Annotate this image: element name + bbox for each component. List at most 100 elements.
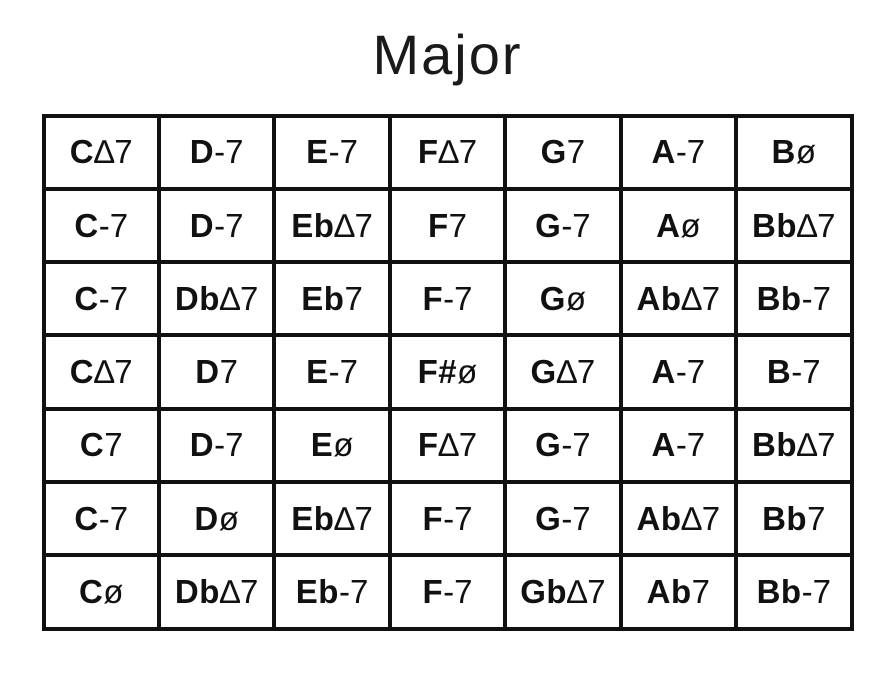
chord-root: A	[651, 353, 676, 391]
chord-cell: E-7	[272, 113, 392, 191]
chord-cell: Bb∆7	[734, 186, 854, 265]
chord-cell: F-7	[387, 260, 508, 338]
chord-suffix: ø	[103, 572, 124, 610]
chord-root: Ab	[646, 572, 692, 610]
chord-root: Bb	[751, 206, 797, 244]
chord-cell: G-7	[503, 479, 623, 558]
chord-cell: Eø	[272, 406, 392, 485]
table-row: C∆7 D-7 E-7 F∆7 G7 A-7 Bø	[41, 113, 854, 191]
chord-root: Eb	[301, 279, 345, 317]
chord-suffix: -7	[338, 572, 369, 610]
chord-suffix: -7	[561, 426, 591, 464]
chord-cell: Cø	[41, 553, 161, 631]
chord-suffix: -7	[443, 279, 473, 317]
chord-cell: C-7	[41, 186, 161, 265]
chord-root: C	[69, 353, 95, 391]
chord-cell: C-7	[41, 260, 161, 338]
chord-suffix: ∆7	[796, 426, 836, 464]
chord-root: Gb	[520, 572, 568, 610]
chord-suffix: ∆7	[94, 353, 133, 391]
chord-root: Ab	[636, 279, 682, 317]
chord-root: F	[422, 279, 444, 317]
chord-root: Ab	[636, 499, 682, 537]
chord-root: G	[539, 279, 566, 317]
chord-cell: Eb7	[272, 260, 392, 338]
chord-root: C	[74, 206, 99, 244]
chord-cell: Db∆7	[156, 260, 277, 338]
chord-cell: B-7	[734, 333, 854, 411]
chord-table-body: C∆7 D-7 E-7 F∆7 G7 A-7 Bø C-7 D-7 Eb∆7 F7 G-7 Aø Bb∆7…	[41, 113, 854, 631]
chord-suffix: ∆7	[796, 206, 836, 244]
chord-suffix: -7	[675, 426, 706, 464]
chord-suffix: -7	[801, 572, 831, 610]
chord-suffix: -7	[561, 206, 591, 244]
chord-cell: Eb∆7	[272, 479, 392, 558]
chord-cell: Ab∆7	[618, 260, 739, 338]
table-row: C∆7 D7 E-7 F#ø G∆7 A-7 B-7	[41, 333, 854, 411]
chord-root: C	[74, 279, 99, 317]
table-row: C-7 Dø Eb∆7 F-7 G-7 Ab∆7 Bb7	[41, 479, 854, 558]
chord-suffix: -7	[98, 499, 129, 537]
chord-cell: Aø	[618, 186, 739, 265]
chord-root: D	[194, 499, 219, 537]
chord-suffix: -7	[328, 353, 358, 391]
chord-suffix: ∆7	[219, 279, 259, 317]
chord-suffix: 7	[807, 499, 826, 537]
chord-suffix: ∆7	[219, 572, 259, 610]
chord-cell: Eb-7	[272, 553, 392, 631]
chord-root: Eb	[291, 499, 335, 537]
chord-cell: F-7	[387, 479, 508, 558]
chord-cell: G7	[503, 113, 623, 191]
chord-cell: Bø	[734, 113, 854, 191]
chord-root: G	[535, 426, 562, 464]
chord-suffix: ∆7	[438, 426, 478, 464]
chord-cell: F∆7	[387, 406, 508, 485]
chord-cell: D7	[156, 333, 277, 411]
chord-cell: Bb-7	[734, 553, 854, 631]
chord-suffix: 7	[104, 426, 123, 464]
chord-root: G	[530, 353, 557, 391]
page-title: Major	[372, 23, 523, 86]
chord-root: Bb	[756, 279, 802, 317]
chord-cell: D-7	[156, 406, 277, 485]
chord-suffix: ø	[680, 206, 701, 244]
chord-suffix: ø	[457, 353, 478, 391]
chord-cell: Eb∆7	[272, 186, 392, 265]
chord-cell: Bb7	[734, 479, 854, 558]
chord-suffix: ∆7	[567, 572, 606, 610]
chord-suffix: 7	[344, 279, 363, 317]
chord-root: A	[651, 426, 676, 464]
chord-root: E	[310, 426, 334, 464]
chord-cell: Gb∆7	[503, 553, 623, 631]
chord-suffix: -7	[675, 133, 706, 171]
chord-suffix: ∆7	[681, 499, 721, 537]
chord-root: E	[306, 353, 329, 391]
table-row: C-7 D-7 Eb∆7 F7 G-7 Aø Bb∆7	[41, 186, 854, 265]
chord-suffix: -7	[214, 426, 244, 464]
chord-suffix: 7	[448, 206, 467, 244]
chord-root: D	[195, 353, 220, 391]
chord-table: C∆7 D-7 E-7 F∆7 G7 A-7 Bø C-7 D-7 Eb∆7 F7 G-7 Aø Bb∆7…	[41, 113, 854, 631]
chord-root: A	[656, 206, 681, 244]
chord-cell: A-7	[618, 113, 739, 191]
chord-suffix: -7	[791, 353, 821, 391]
chord-root: F#	[417, 353, 458, 391]
chord-suffix: ∆7	[334, 499, 373, 537]
chord-root: B	[766, 353, 792, 391]
chord-cell: Db∆7	[156, 553, 277, 631]
chord-root: Bb	[751, 426, 797, 464]
chord-root: D	[189, 133, 215, 171]
chord-suffix: ∆7	[556, 353, 596, 391]
chord-root: G	[540, 133, 567, 171]
chord-root: F	[417, 426, 439, 464]
chord-root: F	[427, 206, 449, 244]
chord-suffix: -7	[214, 206, 244, 244]
chord-suffix: -7	[443, 499, 473, 537]
chord-cell: Ab∆7	[618, 479, 739, 558]
chord-cell: C∆7	[41, 333, 161, 411]
chord-suffix: -7	[801, 279, 831, 317]
chord-suffix: -7	[98, 206, 129, 244]
chord-root: B	[771, 133, 796, 171]
table-row: Cø Db∆7 Eb-7 F-7 Gb∆7 Ab7 Bb-7	[41, 553, 854, 631]
chord-suffix: -7	[328, 133, 358, 171]
